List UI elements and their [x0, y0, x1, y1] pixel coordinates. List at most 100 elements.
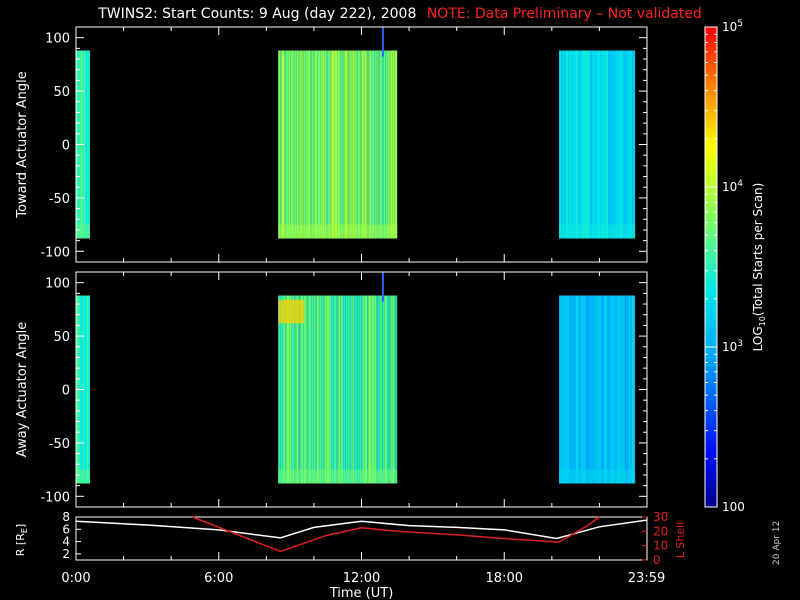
- y-tick-label: 100: [45, 277, 70, 292]
- data-strip: [382, 295, 385, 484]
- data-strip: [574, 295, 576, 484]
- data-strip: [629, 50, 632, 239]
- data-strip: [396, 295, 398, 484]
- colorbar: [704, 26, 718, 508]
- data-strip: [390, 295, 393, 484]
- data-strip: [278, 50, 281, 239]
- data-strip: [619, 295, 620, 484]
- heatmap-panel-toward: 100 50 0 -50 -100 Toward Actuator Angle: [15, 26, 648, 263]
- data-strip: [285, 295, 287, 484]
- y-tick-label: 100: [45, 32, 70, 47]
- data-strip: [342, 50, 344, 239]
- data-strip: [392, 50, 395, 239]
- chart-title: TWINS2: Start Counts: 9 Aug (day 222), 2…: [0, 6, 800, 22]
- data-strip: [305, 50, 308, 239]
- data-strip: [382, 50, 384, 239]
- data-strip: [281, 50, 285, 239]
- data-strip: [310, 50, 312, 239]
- data-strip: [302, 50, 304, 239]
- data-strip: [622, 50, 624, 239]
- y-tick-label: -50: [49, 437, 70, 452]
- data-strip: [595, 295, 596, 484]
- data-strip: [362, 295, 365, 484]
- data-strip: [300, 295, 304, 484]
- data-strip: [354, 50, 357, 239]
- data-strip: [564, 50, 566, 239]
- data-strip: [343, 50, 345, 239]
- r-tick-label: 4: [62, 535, 70, 549]
- data-strip: [630, 295, 632, 484]
- data-strip: [581, 295, 584, 484]
- data-strip: [381, 295, 383, 484]
- data-strip: [589, 295, 591, 484]
- data-strip: [84, 50, 85, 239]
- data-strip: [298, 295, 300, 484]
- data-strip: [354, 295, 357, 484]
- data-strip: [367, 295, 369, 484]
- data-strip: [331, 50, 335, 239]
- data-strip: [617, 295, 619, 484]
- data-strip: [299, 50, 302, 239]
- l-tick-label: 0: [653, 553, 661, 567]
- data-strip: [563, 50, 564, 239]
- data-strip: [320, 50, 323, 239]
- y-axis-label: Toward Actuator Angle: [15, 71, 30, 218]
- heatmap-panel-away: 100 50 0 -50 -100 Away Actuator Angle: [15, 271, 648, 508]
- data-strip: [595, 50, 597, 239]
- data-strip: [389, 50, 391, 239]
- data-strip: [604, 295, 607, 484]
- data-strip: [576, 295, 578, 484]
- data-strip: [619, 50, 620, 239]
- data-strip: [323, 295, 325, 484]
- x-axis-label: Time (UT): [329, 586, 394, 600]
- data-strip: [374, 50, 377, 239]
- data-strip: [634, 295, 636, 484]
- data-strip: [605, 50, 606, 239]
- data-strip: [299, 295, 301, 484]
- data-strip: [622, 295, 624, 484]
- data-strip: [317, 50, 321, 239]
- data-strip: [303, 50, 306, 239]
- data-strip: [578, 50, 581, 239]
- data-strip: [308, 295, 312, 484]
- data-strip: [618, 50, 619, 239]
- data-strip: [620, 50, 621, 239]
- data-strip: [562, 295, 564, 484]
- data-strip: [369, 50, 372, 239]
- y-tick-label: 0: [62, 384, 70, 399]
- data-strip: [583, 50, 586, 239]
- data-strip: [340, 50, 343, 239]
- data-strip: [289, 295, 292, 484]
- data-strip: [387, 50, 390, 239]
- data-strip: [306, 295, 308, 484]
- data-strip: [383, 50, 386, 239]
- data-strip: [278, 295, 281, 484]
- data-strip: [87, 295, 88, 484]
- y-tick-label: -100: [40, 490, 70, 505]
- data-strip: [561, 50, 562, 239]
- data-strip: [590, 50, 592, 239]
- r-tick-label: 2: [62, 547, 70, 561]
- x-tick-label: 18:00: [486, 571, 523, 586]
- data-band: [278, 469, 398, 484]
- data-strip: [87, 50, 89, 239]
- data-strip: [392, 295, 395, 484]
- data-strip: [291, 295, 295, 484]
- data-strip: [350, 295, 353, 484]
- y-tick-label: -50: [49, 192, 70, 207]
- title-main: TWINS2: Start Counts: 9 Aug (day 222), 2…: [98, 6, 417, 22]
- data-strip: [290, 50, 294, 239]
- data-strip: [360, 50, 362, 239]
- y-tick-label: 0: [62, 139, 70, 154]
- r-tick-label: 8: [62, 510, 70, 524]
- data-strip: [366, 50, 368, 239]
- data-strip: [303, 295, 307, 484]
- data-strip: [359, 295, 362, 484]
- data-strip: [326, 50, 328, 239]
- data-strip: [394, 50, 398, 239]
- data-strip: [348, 50, 350, 239]
- data-strip: [567, 295, 569, 484]
- data-strip: [624, 295, 625, 484]
- data-strip: [621, 50, 622, 239]
